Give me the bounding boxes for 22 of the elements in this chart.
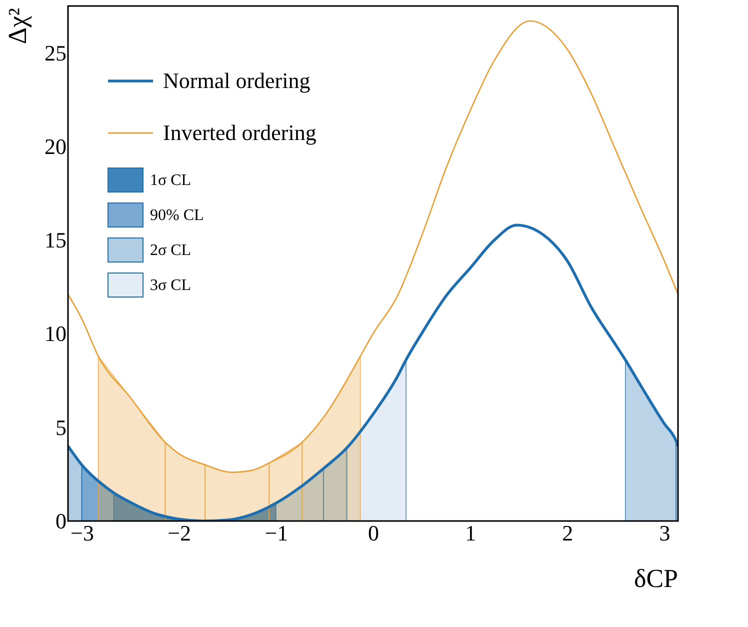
y-tick-label: 15 xyxy=(44,228,66,253)
legend-label: 2σ CL xyxy=(150,242,192,259)
legend-label: Normal ordering xyxy=(163,68,310,93)
y-tick-label: 5 xyxy=(56,414,66,440)
x-axis-title: δCP xyxy=(634,564,678,593)
x-tick-label: 3 xyxy=(659,520,670,546)
legend-label: Inverted ordering xyxy=(163,120,316,145)
legend-label: 1σ CL xyxy=(150,172,192,189)
x-tick-label: −1 xyxy=(264,520,288,546)
y-tick-label: 10 xyxy=(44,321,66,346)
legend-label: 90% CL xyxy=(150,207,204,224)
legend-label: 3σ CL xyxy=(150,277,192,294)
y-tick-label: 25 xyxy=(44,40,66,66)
x-tick-label: 1 xyxy=(465,520,476,546)
line-series xyxy=(68,20,678,474)
x-tick-label: 0 xyxy=(368,520,379,546)
x-tick-label: 2 xyxy=(562,520,574,546)
x-tick-label: −2 xyxy=(168,520,192,546)
y-axis-title: Δχ² xyxy=(3,8,32,44)
x-tick-label: −3 xyxy=(70,520,94,546)
line-series xyxy=(68,224,678,521)
y-tick-label: 20 xyxy=(44,134,66,159)
